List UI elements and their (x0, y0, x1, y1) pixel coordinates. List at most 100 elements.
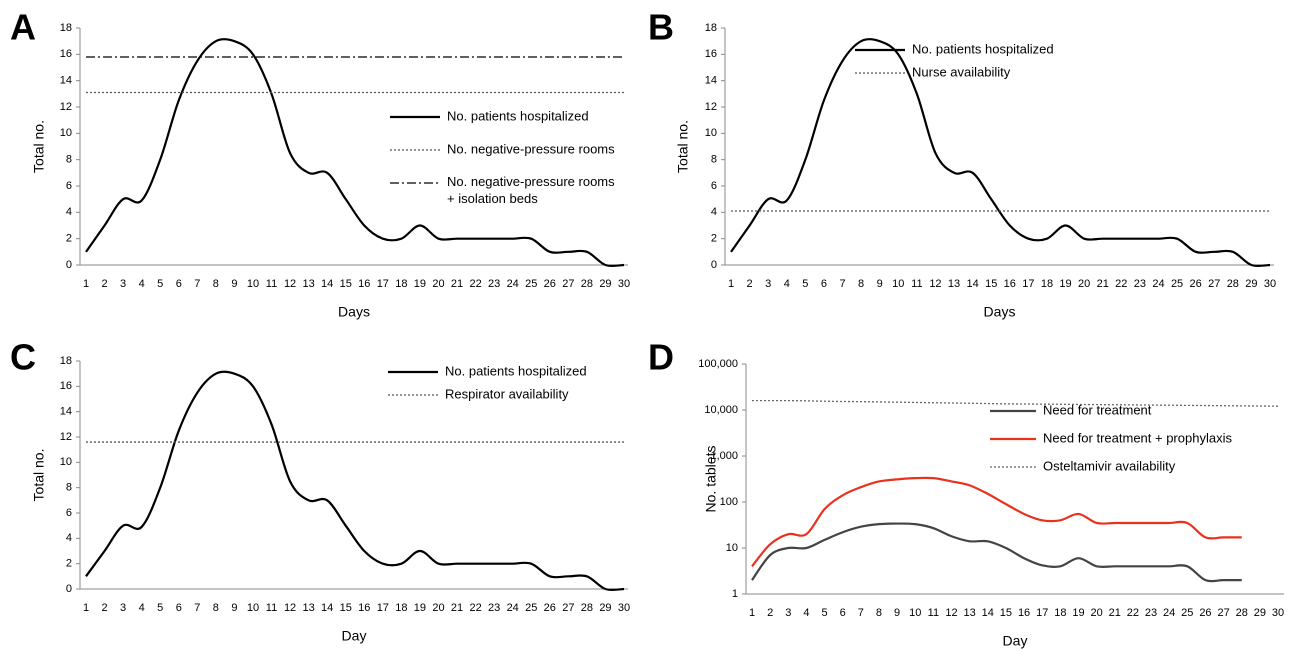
x-tick-label: 17 (377, 602, 389, 614)
y-tick-label: 0 (711, 259, 717, 271)
x-tick-label: 23 (1134, 278, 1146, 290)
x-tick-label: 8 (876, 607, 882, 619)
y-axis-title: Total no. (31, 449, 47, 502)
x-tick-label: 21 (1109, 607, 1121, 619)
x-tick-label: 12 (284, 278, 296, 290)
x-tick-label: 29 (599, 278, 611, 290)
x-tick-label: 17 (1022, 278, 1034, 290)
x-tick-label: 7 (194, 278, 200, 290)
x-tick-label: 4 (803, 607, 809, 619)
legend-label: Need for treatment (1043, 402, 1152, 417)
x-tick-label: 6 (176, 278, 182, 290)
x-axis-title: Days (984, 304, 1016, 320)
x-tick-label: 22 (469, 602, 481, 614)
legend-label: No. patients hospitalized (447, 108, 589, 123)
x-tick-label: 28 (1236, 607, 1248, 619)
y-tick-label: 12 (60, 431, 72, 443)
legend-label: Osteltamivir availability (1043, 458, 1176, 473)
panel-label: A (10, 7, 36, 48)
y-tick-label: 0 (66, 583, 72, 595)
y-tick-label: 12 (60, 101, 72, 113)
x-tick-label: 14 (321, 602, 333, 614)
x-tick-label: 5 (157, 602, 163, 614)
x-tick-label: 1 (83, 602, 89, 614)
x-tick-label: 23 (488, 278, 500, 290)
y-tick-label: 1,000 (710, 450, 738, 462)
x-tick-label: 18 (1041, 278, 1053, 290)
x-tick-label: 25 (1171, 278, 1183, 290)
x-tick-label: 3 (120, 278, 126, 290)
x-tick-label: 21 (451, 278, 463, 290)
series-line (751, 476, 1242, 568)
x-tick-label: 24 (507, 278, 519, 290)
x-tick-label: 5 (157, 278, 163, 290)
y-tick-label: 16 (705, 48, 717, 60)
x-tick-label: 8 (858, 278, 864, 290)
x-tick-label: 26 (1190, 278, 1202, 290)
x-tick-label: 20 (432, 278, 444, 290)
x-tick-label: 14 (966, 278, 978, 290)
x-tick-label: 1 (728, 278, 734, 290)
panel-label: C (10, 337, 36, 378)
x-tick-label: 7 (194, 602, 200, 614)
x-tick-label: 11 (911, 278, 922, 290)
x-tick-label: 18 (1054, 607, 1066, 619)
y-tick-label: 4 (66, 206, 72, 218)
x-tick-label: 23 (1145, 607, 1157, 619)
y-tick-label: 14 (60, 75, 72, 87)
y-tick-label: 10 (726, 542, 738, 554)
series-line (751, 399, 1279, 407)
y-tick-label: 18 (705, 22, 717, 34)
y-tick-label: 10 (60, 127, 72, 139)
x-tick-label: 27 (562, 278, 574, 290)
series-line (85, 370, 625, 592)
y-tick-label: 16 (60, 48, 72, 60)
y-tick-label: 100 (720, 496, 738, 508)
x-tick-label: 15 (985, 278, 997, 290)
y-tick-label: 8 (66, 154, 72, 166)
x-tick-label: 9 (231, 278, 237, 290)
x-tick-label: 29 (1245, 278, 1257, 290)
legend-label: No. patients hospitalized (912, 41, 1054, 56)
y-tick-label: 2 (66, 558, 72, 570)
x-tick-label: 19 (1072, 607, 1084, 619)
x-tick-label: 19 (414, 602, 426, 614)
y-tick-label: 1 (732, 588, 738, 600)
x-tick-label: 22 (1127, 607, 1139, 619)
x-tick-label: 1 (83, 278, 89, 290)
x-tick-label: 29 (599, 602, 611, 614)
x-tick-label: 8 (213, 602, 219, 614)
x-tick-label: 8 (213, 278, 219, 290)
x-tick-label: 11 (266, 278, 277, 290)
y-tick-label: 6 (66, 180, 72, 192)
x-tick-label: 2 (101, 278, 107, 290)
x-tick-label: 21 (451, 602, 463, 614)
x-tick-label: 18 (395, 278, 407, 290)
x-tick-label: 15 (340, 278, 352, 290)
x-tick-label: 6 (821, 278, 827, 290)
x-tick-label: 20 (1078, 278, 1090, 290)
x-tick-label: 25 (525, 602, 537, 614)
legend-label: Nurse availability (912, 64, 1011, 79)
x-tick-label: 12 (284, 602, 296, 614)
x-tick-label: 23 (488, 602, 500, 614)
y-tick-label: 4 (711, 206, 717, 218)
y-tick-label: 10 (60, 456, 72, 468)
x-tick-label: 17 (1036, 607, 1048, 619)
y-tick-label: 10 (705, 127, 717, 139)
x-tick-label: 24 (1152, 278, 1164, 290)
x-tick-label: 6 (840, 607, 846, 619)
x-tick-label: 19 (414, 278, 426, 290)
x-tick-label: 2 (767, 607, 773, 619)
legend-label: No. patients hospitalized (445, 363, 587, 378)
x-tick-label: 13 (948, 278, 960, 290)
y-tick-label: 2 (66, 233, 72, 245)
x-tick-label: 28 (581, 602, 593, 614)
x-tick-label: 25 (1181, 607, 1193, 619)
x-axis-title: Days (338, 304, 370, 320)
x-tick-label: 26 (544, 278, 556, 290)
y-tick-label: 16 (60, 380, 72, 392)
y-axis-title: Total no. (675, 120, 691, 173)
x-tick-label: 16 (1018, 607, 1030, 619)
y-axis-title: No. tablets (703, 446, 719, 513)
